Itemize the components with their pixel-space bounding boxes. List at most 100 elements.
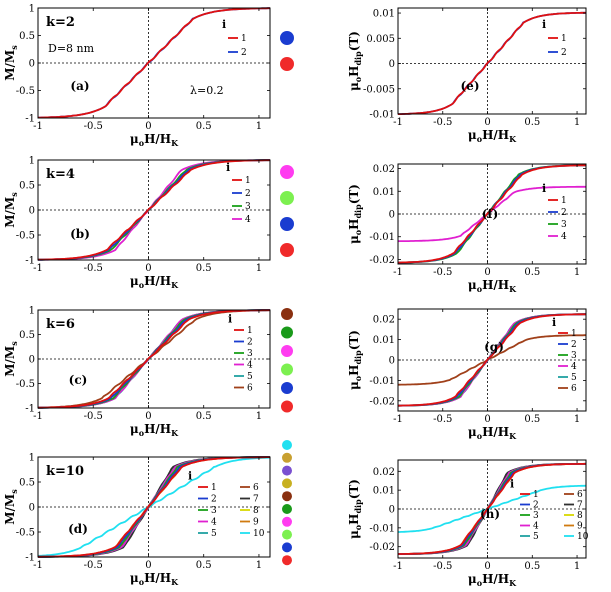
color-dot: [282, 542, 292, 553]
y-tick-label: -0.02: [369, 396, 395, 407]
color-dot: [280, 57, 294, 71]
color-dot: [281, 400, 293, 413]
series-line-1: [38, 309, 270, 409]
x-tick-label: -1: [33, 263, 43, 274]
xlabel-tail: H/H: [144, 132, 171, 146]
series-line-1: [38, 7, 270, 119]
x-tick-label: -0.5: [84, 560, 103, 571]
color-dot: [282, 478, 292, 489]
ylabel-sub: s: [9, 192, 19, 197]
panel-label: (c): [69, 373, 88, 387]
ylabel-sub: o: [353, 229, 363, 235]
legend-entry: 2: [561, 48, 567, 58]
color-dot: [282, 555, 292, 566]
legend-entry: 9: [577, 522, 583, 532]
legend-entry: 4: [245, 215, 251, 225]
legend-entry: 1: [571, 329, 577, 339]
legend-title: i: [552, 316, 556, 329]
color-dot: [280, 165, 294, 179]
x-tick-label: 0.5: [196, 560, 212, 571]
xlabel-sub: o: [477, 578, 483, 588]
legend-entry: 2: [571, 340, 577, 350]
x-tick-label: 0.5: [524, 414, 540, 425]
x-tick-label: -0.5: [433, 561, 452, 572]
y-tick-label: 0: [389, 59, 395, 70]
y-tick-label: 0: [389, 505, 395, 516]
legend-entry: 1: [245, 176, 251, 186]
legend-entry: 6: [247, 384, 253, 394]
ylabel-main: μ: [347, 530, 361, 539]
series-line-1: [38, 456, 270, 558]
series-line-1: [398, 11, 586, 115]
ylabel-main: M/M: [3, 494, 17, 525]
xlabel-tail: H/H: [144, 422, 171, 436]
legend-entry: 4: [247, 361, 253, 371]
legend-entry: 5: [533, 532, 539, 542]
y-tick-label: -0.5: [16, 86, 35, 97]
xlabel-mu: μ: [130, 274, 139, 288]
y-axis-label: M/Ms: [3, 341, 19, 377]
panel-e: -1 -0.5 0 0.5 10.010.0050-0.005-0.01μoH/HKμo…: [347, 7, 587, 144]
x-tick-label: -0.5: [433, 267, 452, 278]
xlabel-tail-sub: K: [509, 284, 517, 294]
xlabel-sub: o: [477, 431, 483, 441]
legend-entry: 9: [253, 518, 259, 528]
ylabel-main: M/M: [3, 50, 17, 81]
color-dot: [280, 217, 294, 231]
color-dot: [281, 326, 293, 339]
k-label: k=6: [46, 317, 75, 332]
x-tick-label: 0.5: [524, 561, 540, 572]
ylabel-tail-sub: dip: [353, 350, 363, 365]
y-tick-label: 0.02: [373, 315, 395, 326]
y-tick-label: 0.5: [19, 31, 35, 42]
legend-entry: 2: [245, 189, 251, 199]
x-tick-label: -1: [393, 117, 403, 128]
x-tick-label: -0.5: [84, 121, 103, 132]
legend-entry: 3: [247, 349, 253, 359]
ylabel-sub: o: [353, 524, 363, 530]
color-dot: [282, 452, 292, 463]
y-tick-label: 0.5: [19, 181, 35, 192]
color-dot: [282, 504, 292, 514]
xlabel-mu: μ: [130, 571, 139, 585]
ylabel-tail: H: [347, 514, 361, 525]
ylabel-main: μ: [347, 82, 361, 91]
xlabel-tail-sub: K: [171, 428, 179, 438]
ylabel-main: μ: [347, 381, 361, 390]
x-axis-label: μoH/HK: [468, 128, 517, 144]
ylabel-sub: s: [9, 45, 19, 50]
legend-entry: 8: [253, 506, 259, 516]
y-tick-label: -0.5: [16, 528, 35, 539]
ylabel-sub: s: [9, 341, 19, 346]
ylabel-unit: (T): [347, 479, 361, 499]
legend-entry: 2: [533, 501, 539, 511]
x-tick-label: 0: [145, 560, 151, 571]
legend-entry: 3: [533, 511, 539, 521]
ylabel-unit: (T): [347, 330, 361, 350]
xlabel-tail: H/H: [144, 274, 171, 288]
legend-title: i: [542, 182, 546, 195]
color-dot: [281, 363, 293, 376]
ylabel-main: μ: [347, 235, 361, 244]
legend-title: i: [510, 478, 514, 491]
y-tick-label: -0.02: [369, 255, 395, 266]
xlabel-sub: o: [139, 428, 145, 438]
x-tick-label: 0.5: [524, 117, 540, 128]
panel-label: (e): [461, 79, 480, 93]
x-tick-label: 0: [484, 117, 490, 128]
y-tick-label: -0.01: [369, 110, 395, 121]
xlabel-mu: μ: [130, 422, 139, 436]
ylabel-main: M/M: [3, 197, 17, 228]
y-axis-label: M/Ms: [3, 192, 19, 228]
legend-entry: 1: [561, 196, 567, 206]
x-tick-label: -1: [393, 414, 403, 425]
y-tick-label: 0: [389, 356, 395, 367]
legend-entry: 2: [211, 495, 217, 505]
y-tick-label: 0: [29, 206, 35, 217]
panel-g: -1 -0.5 0 0.5 10.020.010-0.01-0.02μoH/HKμoHd…: [347, 308, 587, 441]
x-tick-label: 0: [145, 121, 151, 132]
legend-entry: 3: [211, 506, 217, 516]
k-label: k=4: [46, 167, 75, 182]
x-tick-label: -0.5: [84, 411, 103, 422]
